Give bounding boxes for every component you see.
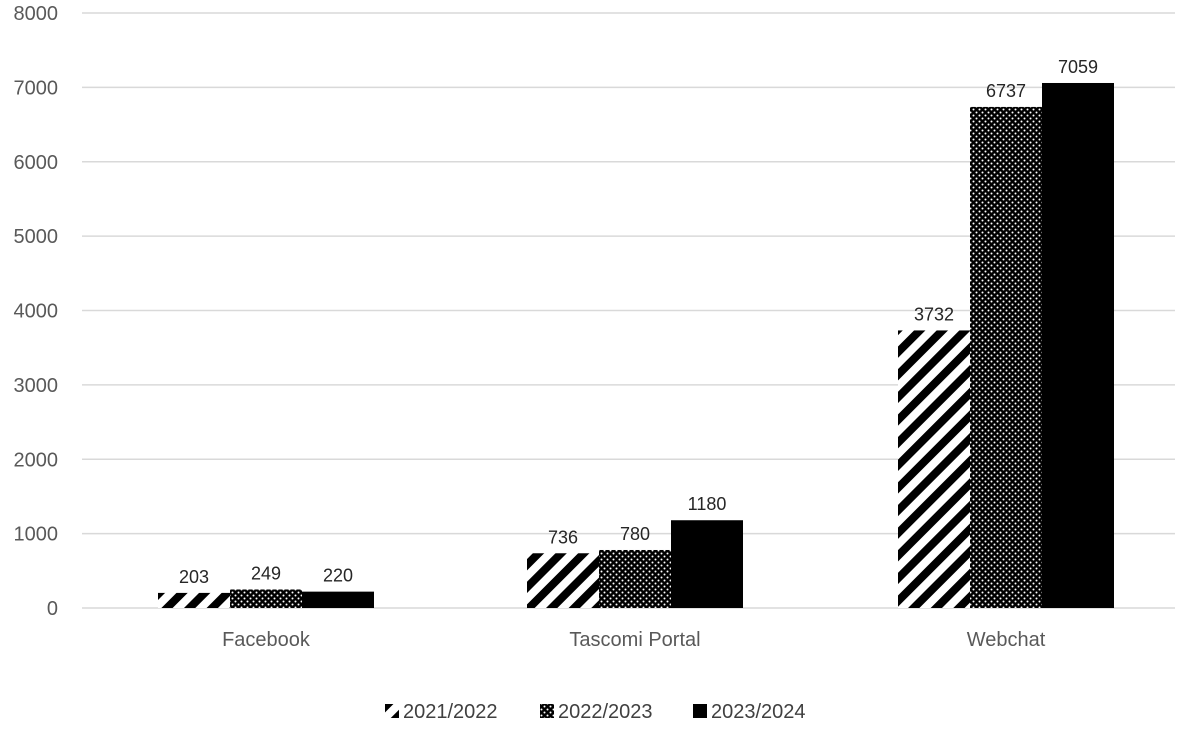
legend-swatch bbox=[540, 704, 554, 718]
bar-tascomi-portal-2022-2023 bbox=[599, 549, 671, 608]
bar-facebook-2021-2022 bbox=[158, 592, 230, 608]
bar-tascomi-portal-2023-2024 bbox=[671, 520, 743, 608]
y-tick-label: 3000 bbox=[14, 375, 59, 397]
data-label: 249 bbox=[251, 563, 281, 583]
data-label: 736 bbox=[548, 527, 578, 547]
y-tick-label: 6000 bbox=[14, 152, 59, 174]
x-axis-ticks: Facebook Tascomi Portal Webchat bbox=[222, 629, 1046, 651]
bar-webchat-2023-2024 bbox=[1042, 82, 1114, 608]
bar-tascomi-portal-2021-2022 bbox=[527, 553, 599, 608]
bar-webchat-2022-2023 bbox=[970, 106, 1042, 609]
x-tick-label: Webchat bbox=[967, 629, 1046, 651]
legend: 2021/2022 2022/2023 2023/2024 bbox=[385, 701, 806, 723]
y-axis-ticks: 0 1000 2000 3000 4000 5000 6000 7000 8000 bbox=[14, 3, 59, 620]
y-tick-label: 1000 bbox=[14, 524, 59, 546]
bar-facebook-2023-2024 bbox=[302, 591, 374, 608]
legend-label: 2023/2024 bbox=[711, 701, 806, 723]
legend-swatch bbox=[385, 704, 399, 718]
data-labels: 203 249 220 736 780 1180 3732 6737 7059 bbox=[179, 57, 1098, 587]
bars bbox=[158, 82, 1114, 609]
y-tick-label: 5000 bbox=[14, 226, 59, 248]
legend-label: 2021/2022 bbox=[403, 701, 498, 723]
bar-webchat-2021-2022 bbox=[898, 330, 970, 608]
gridlines bbox=[82, 12, 1175, 609]
data-label: 7059 bbox=[1058, 57, 1098, 77]
legend-label: 2022/2023 bbox=[558, 701, 653, 723]
y-tick-label: 7000 bbox=[14, 77, 59, 99]
x-tick-label: Tascomi Portal bbox=[569, 629, 700, 651]
y-tick-label: 0 bbox=[47, 598, 58, 620]
data-label: 3732 bbox=[914, 304, 954, 324]
data-label: 220 bbox=[323, 566, 353, 586]
bar-facebook-2022-2023 bbox=[230, 589, 302, 608]
data-label: 780 bbox=[620, 524, 650, 544]
x-tick-label: Facebook bbox=[222, 629, 311, 651]
y-tick-label: 4000 bbox=[14, 301, 59, 323]
data-label: 6737 bbox=[986, 81, 1026, 101]
y-tick-label: 8000 bbox=[14, 3, 59, 25]
legend-swatch bbox=[693, 704, 707, 718]
data-label: 1180 bbox=[688, 494, 727, 514]
y-tick-label: 2000 bbox=[14, 449, 59, 471]
data-label: 203 bbox=[179, 567, 209, 587]
